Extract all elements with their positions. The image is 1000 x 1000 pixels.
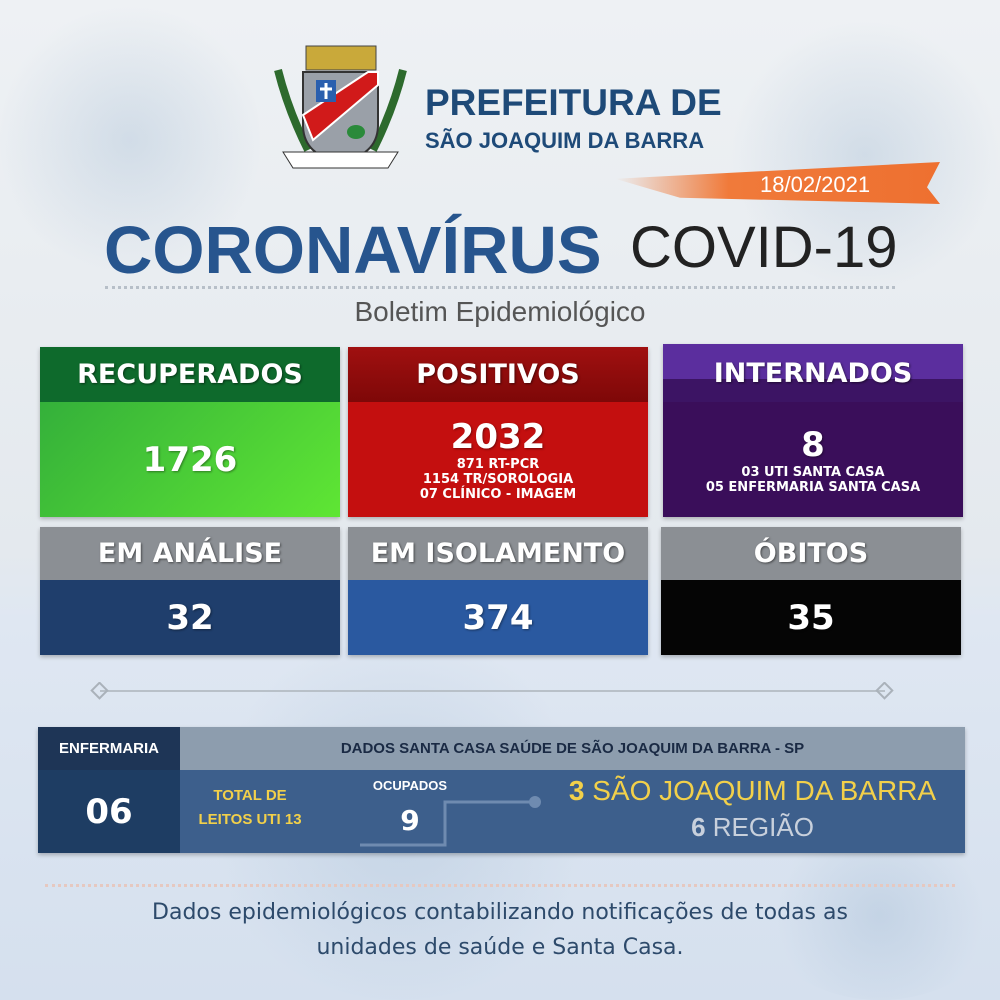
card-label: EM ISOLAMENTO	[348, 527, 648, 580]
card-label: EM ANÁLISE	[40, 527, 340, 580]
card-positivos: POSITIVOS 2032 871 RT-PCR 1154 TR/SOROLO…	[348, 347, 648, 517]
card-label: INTERNADOS	[663, 344, 963, 402]
occupied-label: OCUPADOS	[372, 778, 448, 793]
region-label: REGIÃO	[712, 812, 814, 842]
card-internados: INTERNADOS 8 03 UTI SANTA CASA 05 ENFERM…	[663, 344, 963, 517]
background-virus	[730, 20, 1000, 290]
footer-line2: unidades de saúde e Santa Casa.	[316, 935, 684, 960]
total-beds-line2: LEITOS UTI 13	[198, 811, 302, 828]
background-virus	[0, 0, 260, 280]
santa-casa-title: DADOS SANTA CASA SAÚDE DE SÃO JOAQUIM DA…	[180, 727, 965, 770]
card-detail: 07 CLÍNICO - IMAGEM	[419, 487, 577, 502]
card-value: 35	[787, 597, 835, 638]
subtitle: Boletim Epidemiológico	[354, 296, 646, 327]
enfermaria-header: ENFERMARIA	[38, 727, 180, 770]
card-em-analise: EM ANÁLISE 32	[40, 527, 340, 655]
card-detail: 871 RT-PCR	[456, 457, 540, 472]
santa-casa-body: TOTAL DE LEITOS UTI 13 OCUPADOS 9 3 SÃO …	[180, 770, 965, 853]
footer-divider	[45, 884, 955, 887]
card-label: ÓBITOS	[661, 527, 961, 580]
card-obitos: ÓBITOS 35	[661, 527, 961, 655]
headline-secondary: COVID-19	[630, 215, 898, 280]
card-value: 374	[462, 597, 534, 638]
card-value: 32	[166, 597, 214, 638]
background-virus	[760, 830, 1000, 1000]
card-em-isolamento: EM ISOLAMENTO 374	[348, 527, 648, 655]
card-value: 1726	[142, 439, 238, 480]
card-recuperados: RECUPERADOS 1726	[40, 347, 340, 517]
card-value: 2032	[450, 417, 546, 457]
santa-casa-panel: ENFERMARIA DADOS SANTA CASA SAÚDE DE SÃO…	[38, 727, 965, 853]
occupied-value: 9	[400, 804, 420, 837]
card-detail: 03 UTI SANTA CASA	[741, 464, 885, 480]
decorative-connector	[90, 682, 894, 700]
total-beds-line1: TOTAL DE	[213, 787, 287, 804]
card-value: 8	[801, 424, 825, 465]
card-detail: 05 ENFERMARIA SANTA CASA	[705, 479, 921, 495]
enfermaria-value: 06	[38, 770, 180, 853]
header-title-line2: SÃO JOAQUIM DA BARRA	[425, 128, 705, 153]
divider	[105, 286, 895, 289]
headline-main: CORONAVÍRUS	[104, 213, 602, 288]
footer-line1: Dados epidemiológicos contabilizando not…	[152, 900, 848, 925]
region-count: 6	[691, 812, 706, 842]
card-detail: 1154 TR/SOROLOGIA	[422, 472, 574, 487]
card-label: POSITIVOS	[348, 347, 648, 402]
header-title-line1: PREFEITURA DE	[425, 82, 722, 123]
city-label: SÃO JOAQUIM DA BARRA	[592, 775, 937, 806]
city-crest-logo	[274, 45, 407, 169]
occupied-connector	[360, 796, 541, 847]
card-label: RECUPERADOS	[40, 347, 340, 402]
city-count: 3	[568, 775, 585, 806]
bulletin-date: 18/02/2021	[760, 172, 871, 197]
